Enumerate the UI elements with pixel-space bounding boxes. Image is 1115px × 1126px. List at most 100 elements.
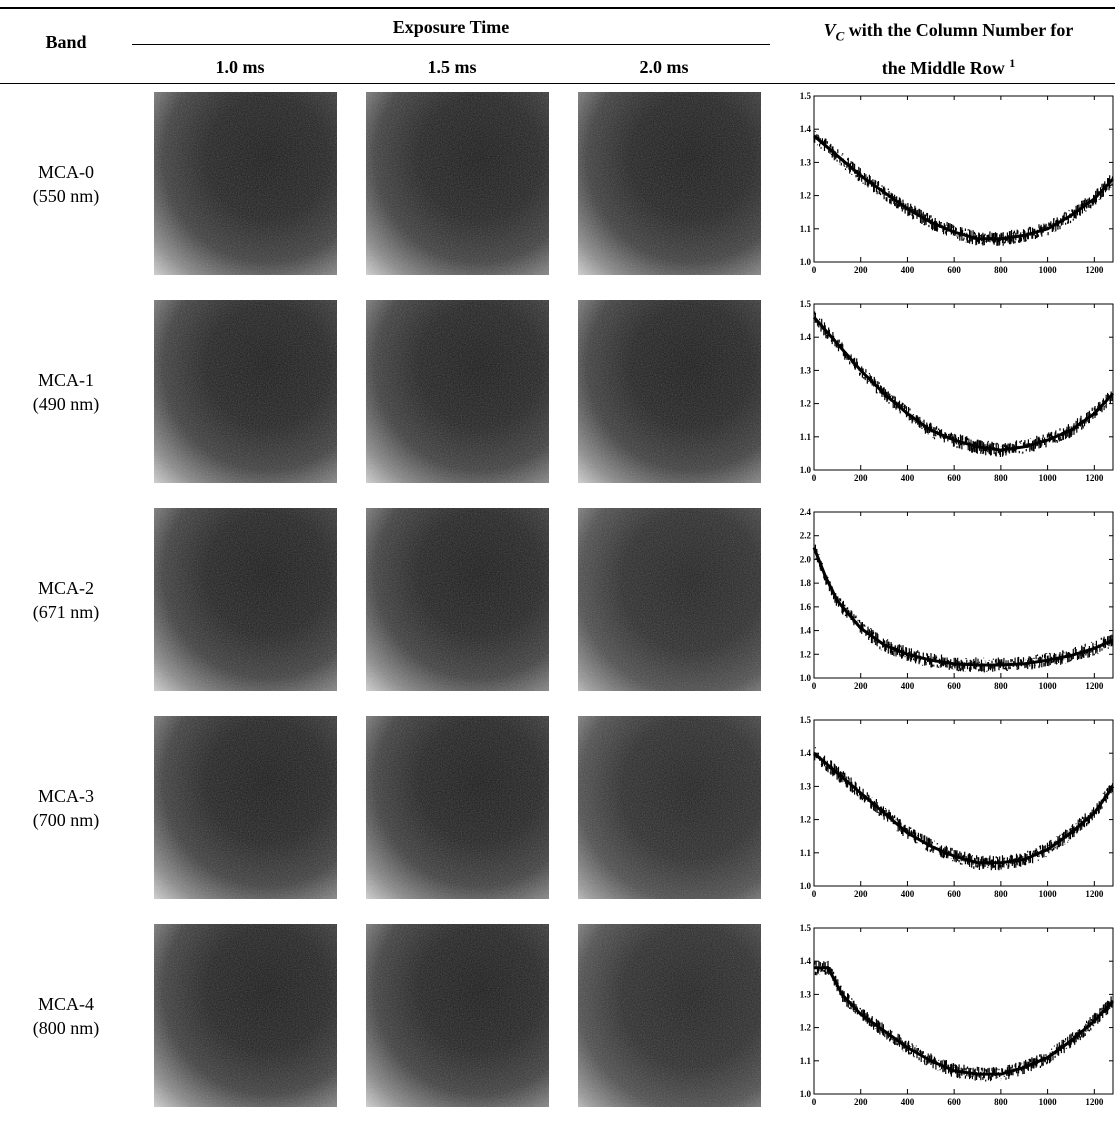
band-label-mca-0: MCA-0 (550 nm) xyxy=(0,160,132,208)
x-tick-label: 0 xyxy=(812,265,817,275)
band-wavelength: (671 nm) xyxy=(32,602,100,622)
vc-plot-mca-2: 2.4 2.2 2.0 1.8 1.6 1.4 1.2 1.0 0 200 400 600 800 100… xyxy=(786,506,1115,693)
y-tick-label: 1.0 xyxy=(800,465,812,475)
y-tick-label: 1.3 xyxy=(800,365,812,375)
vc-title-line2: the Middle Row xyxy=(881,57,1005,78)
x-tick-label: 200 xyxy=(854,681,868,691)
y-tick-label: 1.6 xyxy=(800,602,812,612)
band-wavelength: (550 nm) xyxy=(32,186,100,206)
band-name: MCA-4 xyxy=(37,994,94,1014)
vc-noise-band xyxy=(813,960,1114,1082)
y-tick-label: 1.1 xyxy=(800,224,812,234)
band-name: MCA-3 xyxy=(37,786,94,806)
y-tick-label: 1.5 xyxy=(800,923,812,933)
x-tick-label: 600 xyxy=(947,265,961,275)
vc-plot-svg: 1.5 1.4 1.3 1.2 1.1 1.00 200 400 600 800 1000 1200 xyxy=(800,299,1115,483)
vc-plot-svg: 1.5 1.4 1.3 1.2 1.1 1.00 200 400 600 800 1000 1200 xyxy=(800,923,1115,1107)
x-tick-label: 200 xyxy=(854,473,868,483)
y-tick-label: 1.3 xyxy=(800,989,812,999)
vc-symbol: V xyxy=(823,20,836,40)
x-tick-label: 400 xyxy=(901,889,915,899)
vc-series-line xyxy=(814,966,1115,1076)
exposure-time-header: Exposure Time xyxy=(392,17,510,37)
x-tick-label: 800 xyxy=(994,889,1008,899)
y-tick-label: 2.0 xyxy=(800,554,812,564)
vc-noise-band xyxy=(813,311,1114,457)
band-wavelength: (490 nm) xyxy=(32,394,100,414)
x-tick-label: 200 xyxy=(854,265,868,275)
x-tick-label: 0 xyxy=(812,1097,817,1107)
x-tick-label: 600 xyxy=(947,473,961,483)
x-tick-label: 1200 xyxy=(1085,265,1104,275)
band-name: MCA-2 xyxy=(37,578,94,598)
y-tick-label: 1.2 xyxy=(800,1023,812,1033)
x-tick-label: 1000 xyxy=(1039,889,1058,899)
y-tick-label: 1.2 xyxy=(800,191,812,201)
exposure-underline xyxy=(132,44,770,45)
top-rule xyxy=(0,7,1115,9)
y-tick-label: 1.3 xyxy=(800,157,812,167)
plot-frame xyxy=(813,511,1114,679)
x-tick-label: 1200 xyxy=(1085,889,1104,899)
vc-noise-band xyxy=(813,544,1114,673)
flat-field-image-mca-0-1ms xyxy=(154,92,337,275)
plot-frame xyxy=(813,303,1114,471)
x-tick-label: 400 xyxy=(901,1097,915,1107)
flat-field-image-mca-4-1-5ms xyxy=(366,924,549,1107)
plot-frame xyxy=(813,719,1114,887)
flat-field-image-mca-1-1ms xyxy=(154,300,337,483)
vc-series-line xyxy=(813,134,1115,241)
vc-plot-mca-4: 1.5 1.4 1.3 1.2 1.1 1.0 0 200 400 600 800 1000 1200 xyxy=(786,922,1115,1109)
y-tick-label: 1.5 xyxy=(800,299,812,309)
flat-field-image-mca-4-1ms xyxy=(154,924,337,1107)
x-tick-label: 400 xyxy=(901,681,915,691)
x-tick-label: 600 xyxy=(947,1097,961,1107)
x-tick-label: 1000 xyxy=(1039,473,1058,483)
vc-series-line xyxy=(812,547,1114,667)
vc-plot-mca-0: 1.5 1.4 1.3 1.2 1.1 1.0 0 200 400 600 800 1000 1200 xyxy=(786,90,1115,277)
band-header: Band xyxy=(45,32,87,52)
y-tick-label: 1.3 xyxy=(800,781,812,791)
x-tick-label: 400 xyxy=(901,265,915,275)
band-label-mca-4: MCA-4 (800 nm) xyxy=(0,992,132,1040)
vc-title-line1: with the Column Number for xyxy=(844,20,1074,40)
y-tick-label: 1.4 xyxy=(800,956,812,966)
x-tick-label: 1000 xyxy=(1039,265,1058,275)
flat-field-image-mca-0-1-5ms xyxy=(366,92,549,275)
flat-field-image-mca-1-2ms xyxy=(578,300,761,483)
band-label-mca-3: MCA-3 (700 nm) xyxy=(0,784,132,832)
y-tick-label: 1.0 xyxy=(800,1089,812,1099)
flat-field-image-mca-3-1ms xyxy=(154,716,337,899)
exposure-2-header: 1.5 ms xyxy=(427,57,477,77)
x-tick-label: 1000 xyxy=(1039,681,1058,691)
x-tick-label: 1200 xyxy=(1085,1097,1104,1107)
y-tick-label: 2.2 xyxy=(800,531,812,541)
vc-plot-svg: 2.4 2.2 2.0 1.8 1.6 1.4 1.2 1.00 200 400 600 800 100… xyxy=(800,507,1114,691)
x-tick-label: 600 xyxy=(947,681,961,691)
y-tick-label: 1.4 xyxy=(800,626,812,636)
flat-field-image-mca-3-1-5ms xyxy=(366,716,549,899)
flat-field-image-mca-4-2ms xyxy=(578,924,761,1107)
y-tick-label: 1.1 xyxy=(800,848,812,858)
y-tick-label: 1.4 xyxy=(800,332,812,342)
x-tick-label: 800 xyxy=(994,265,1008,275)
header-bottom-rule xyxy=(0,83,1115,84)
y-tick-label: 1.1 xyxy=(800,432,812,442)
y-tick-label: 1.0 xyxy=(800,673,812,683)
exposure-1-header: 1.0 ms xyxy=(215,57,265,77)
vc-noise-band xyxy=(813,130,1114,246)
x-tick-label: 800 xyxy=(994,473,1008,483)
y-tick-label: 1.1 xyxy=(800,1056,812,1066)
vc-series-line xyxy=(812,316,1115,452)
x-tick-label: 600 xyxy=(947,889,961,899)
y-tick-label: 1.5 xyxy=(800,91,812,101)
band-wavelength: (800 nm) xyxy=(32,1018,100,1038)
y-tick-label: 1.2 xyxy=(800,815,812,825)
vc-header: VC with the Column Number for the Middle… xyxy=(782,17,1115,81)
y-tick-label: 1.2 xyxy=(800,399,812,409)
x-tick-label: 200 xyxy=(854,889,868,899)
x-tick-label: 1000 xyxy=(1039,1097,1058,1107)
y-tick-label: 1.5 xyxy=(800,715,812,725)
plot-frame xyxy=(813,927,1114,1095)
x-tick-label: 800 xyxy=(994,1097,1008,1107)
